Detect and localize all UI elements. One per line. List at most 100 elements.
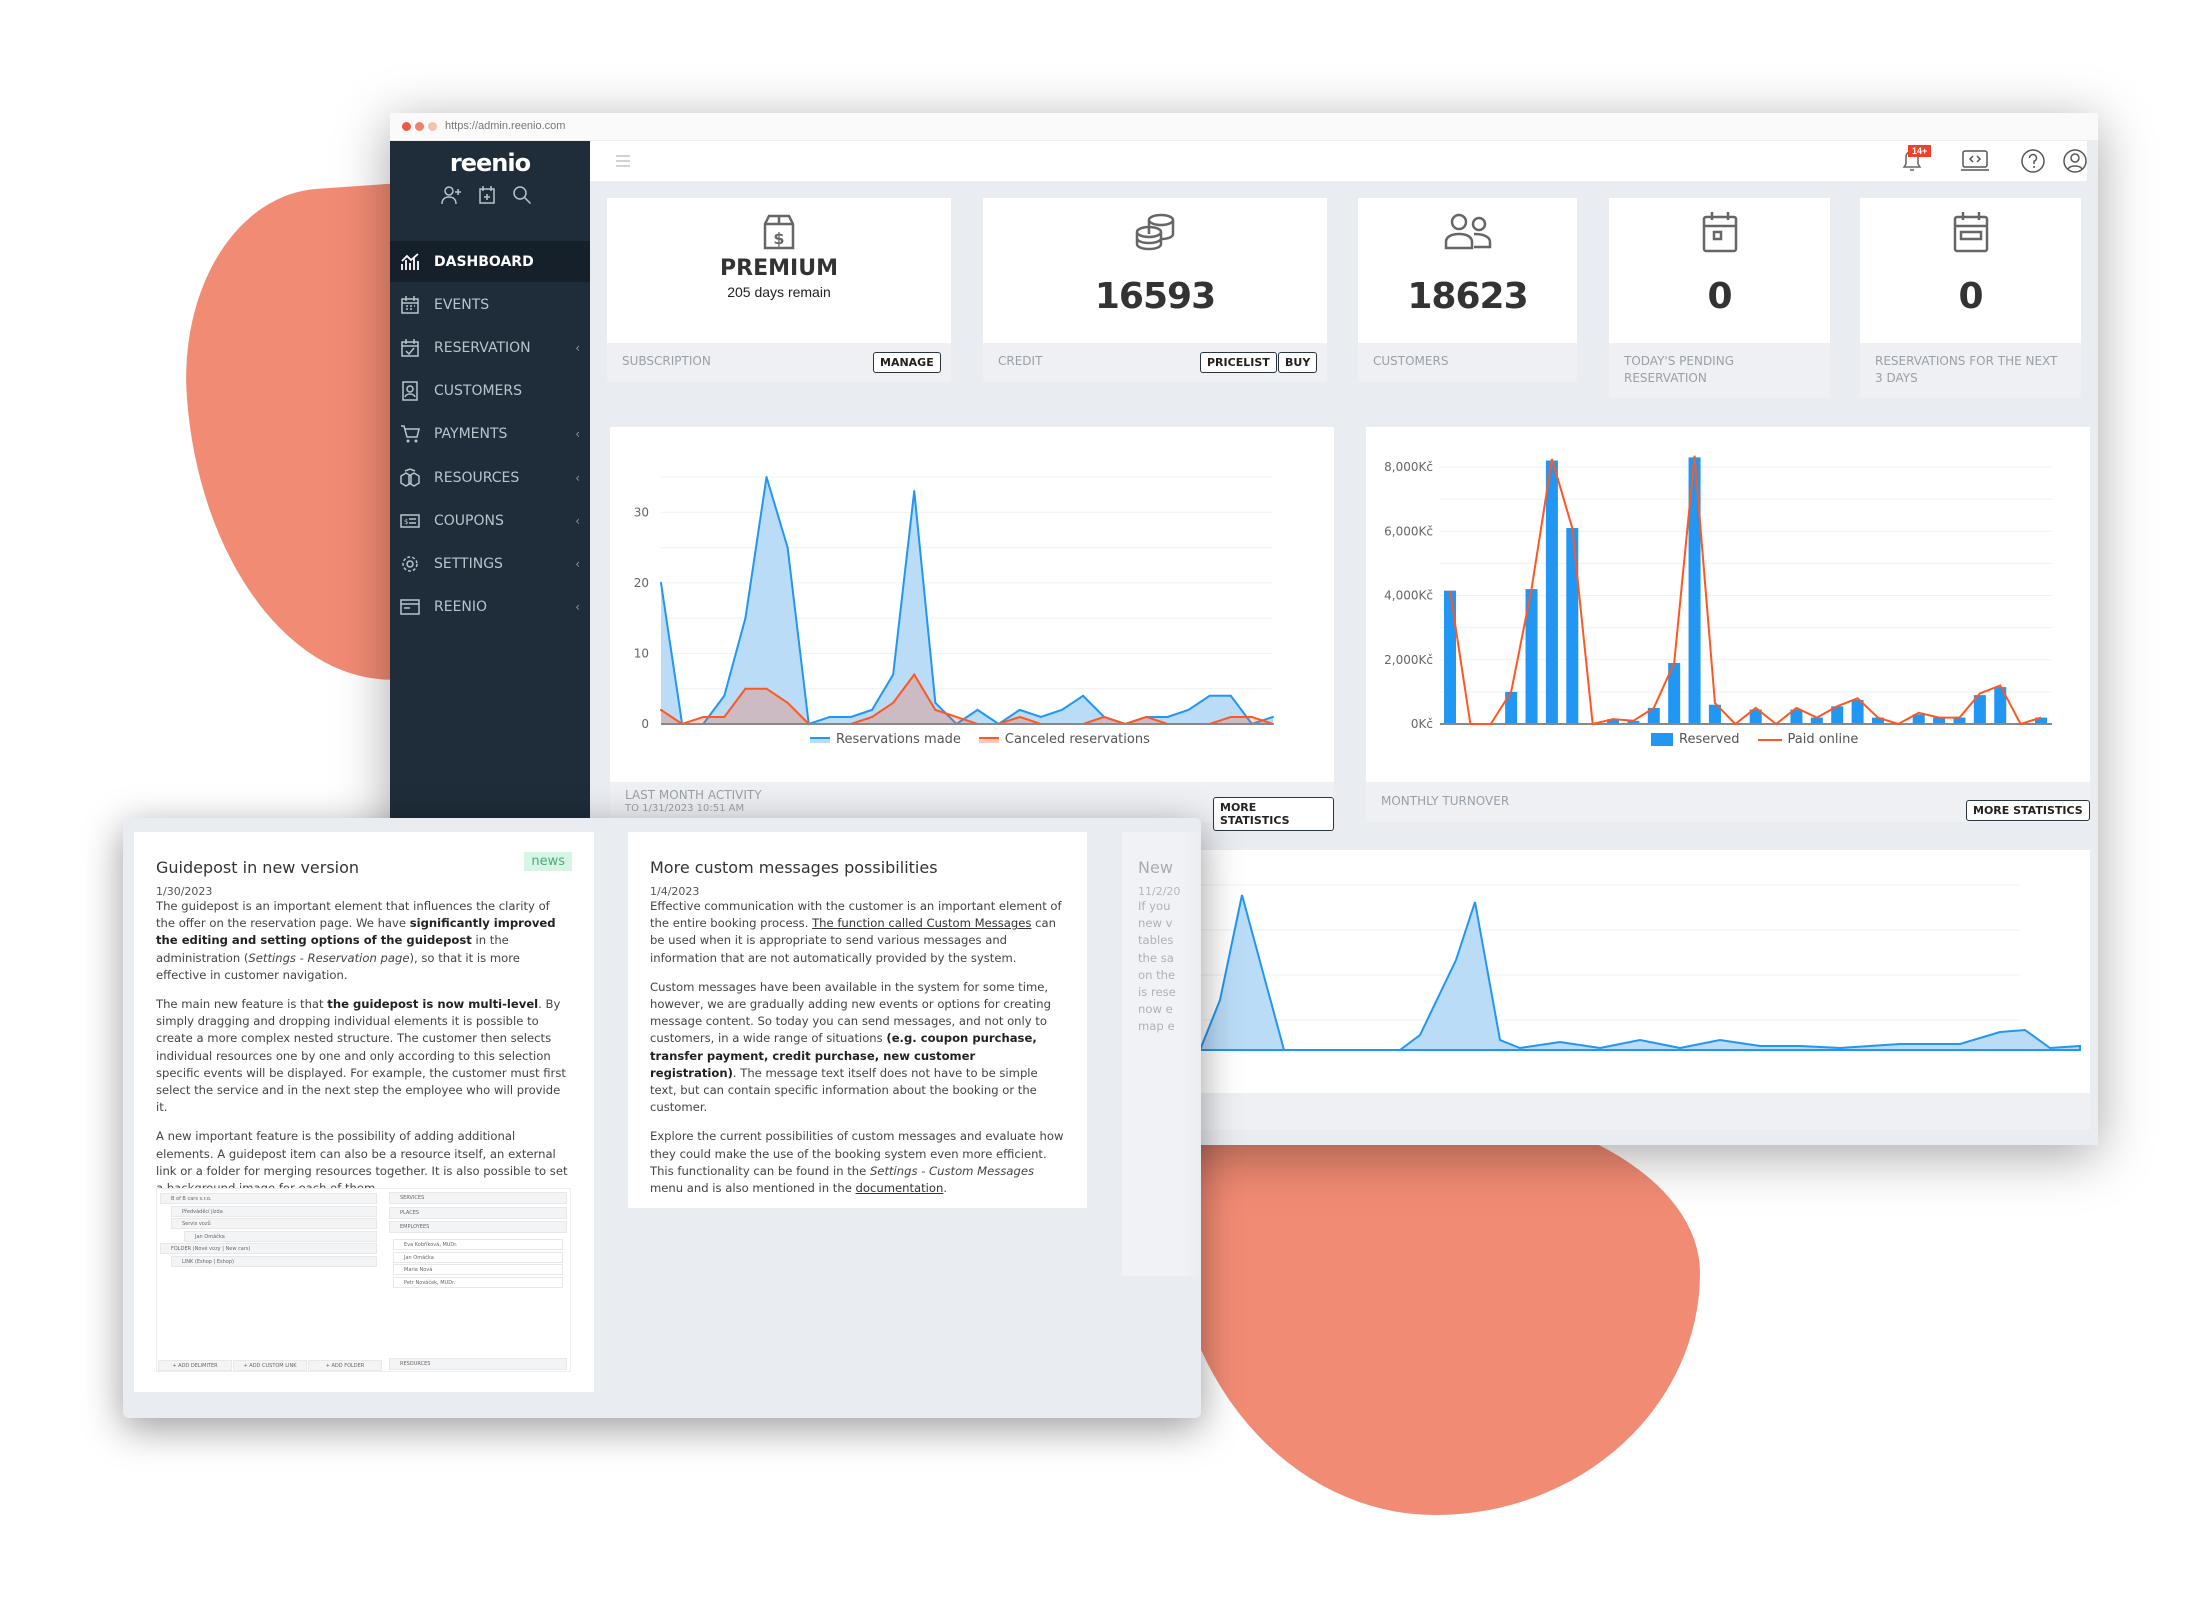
- bar[interactable]: [1647, 707, 1660, 724]
- minimize-dot[interactable]: [415, 122, 424, 131]
- legend-item[interactable]: Canceled reservations: [978, 732, 1150, 747]
- data-point[interactable]: [702, 715, 705, 718]
- data-point[interactable]: [1229, 715, 1232, 718]
- legend-item[interactable]: Reservations made: [810, 732, 961, 747]
- bar[interactable]: [1668, 662, 1681, 724]
- sidebar-item-settings[interactable]: SETTINGS ‹: [390, 543, 590, 584]
- buy-button[interactable]: BUY: [1278, 352, 1318, 373]
- data-point[interactable]: [744, 617, 747, 620]
- news-title[interactable]: Guidepost in new version: [156, 858, 360, 877]
- bar[interactable]: [1444, 590, 1456, 724]
- data-point[interactable]: [1018, 708, 1021, 711]
- data-point[interactable]: [1018, 715, 1021, 718]
- data-point[interactable]: [849, 715, 852, 718]
- manage-button[interactable]: MANAGE: [873, 352, 941, 373]
- data-point[interactable]: [892, 701, 895, 704]
- data-point[interactable]: [976, 708, 979, 711]
- calendar-add-icon[interactable]: [478, 185, 496, 205]
- legend-item[interactable]: Reserved: [1651, 732, 1740, 747]
- bar[interactable]: [1566, 528, 1579, 724]
- news-title[interactable]: New: [1138, 858, 1173, 877]
- data-point[interactable]: [1103, 715, 1106, 718]
- remote-screen-icon[interactable]: [1960, 149, 1990, 173]
- bar[interactable]: [1912, 714, 1925, 724]
- data-point[interactable]: [913, 490, 916, 493]
- data-point[interactable]: [955, 715, 958, 718]
- news-card[interactable]: news Guidepost in new version 1/30/2023 …: [134, 832, 594, 1392]
- bar[interactable]: [1994, 687, 2007, 724]
- data-point[interactable]: [934, 708, 937, 711]
- data-point[interactable]: [892, 673, 895, 676]
- data-point[interactable]: [723, 715, 726, 718]
- data-point[interactable]: [934, 701, 937, 704]
- data-point[interactable]: [1166, 715, 1169, 718]
- maximize-dot[interactable]: [428, 122, 437, 131]
- bar[interactable]: [1933, 717, 1946, 724]
- bar[interactable]: [1525, 589, 1538, 724]
- news-card[interactable]: More custom messages possibilities 1/4/2…: [628, 832, 1087, 1208]
- bar[interactable]: [1810, 717, 1823, 724]
- search-icon[interactable]: [512, 185, 532, 205]
- news-link[interactable]: The function called Custom Messages: [812, 916, 1032, 931]
- sidebar-item-resources[interactable]: RESOURCES ‹: [390, 457, 590, 498]
- paid-online-line[interactable]: [1449, 455, 2042, 726]
- sidebar-item-customers[interactable]: CUSTOMERS: [390, 371, 590, 412]
- data-point[interactable]: [1060, 708, 1063, 711]
- data-point[interactable]: [786, 546, 789, 549]
- data-point[interactable]: [723, 694, 726, 697]
- data-point[interactable]: [1272, 715, 1274, 718]
- sidebar-item-coupons[interactable]: $ COUPONS ‹: [390, 500, 590, 541]
- bar[interactable]: [1749, 709, 1762, 724]
- sidebar-item-reservation[interactable]: RESERVATION ‹: [390, 327, 590, 368]
- bar[interactable]: [1545, 460, 1558, 724]
- data-point[interactable]: [913, 673, 916, 676]
- close-dot[interactable]: [402, 122, 411, 131]
- data-point[interactable]: [871, 708, 874, 711]
- data-point[interactable]: [660, 581, 662, 584]
- data-point[interactable]: [765, 476, 768, 478]
- notifications-button[interactable]: 14+: [1900, 145, 1932, 180]
- sidebar-item-reenio[interactable]: REENIO ‹: [390, 587, 590, 628]
- pricelist-button[interactable]: PRICELIST: [1200, 352, 1277, 373]
- legend-item[interactable]: Paid online: [1757, 732, 1858, 747]
- bar[interactable]: [1831, 706, 1844, 724]
- address-bar[interactable]: https://admin.reenio.com: [445, 120, 566, 132]
- more-statistics-button[interactable]: MORE STATISTICS: [1213, 797, 1334, 831]
- more-statistics-button[interactable]: MORE STATISTICS: [1966, 800, 2090, 821]
- user-profile-icon[interactable]: [2062, 148, 2088, 174]
- sidebar-item-dashboard[interactable]: DASHBOARD: [390, 241, 590, 282]
- bar[interactable]: [1688, 457, 1701, 724]
- data-point[interactable]: [1082, 694, 1085, 697]
- hamburger-menu-icon[interactable]: [616, 155, 630, 167]
- data-point[interactable]: [660, 708, 662, 711]
- bar[interactable]: [1607, 719, 1620, 724]
- data-point[interactable]: [1039, 715, 1042, 718]
- bar[interactable]: [1505, 691, 1518, 724]
- sidebar-item-payments[interactable]: PAYMENTS ‹: [390, 414, 590, 455]
- help-icon[interactable]: [2020, 148, 2046, 174]
- news-title[interactable]: More custom messages possibilities: [650, 858, 938, 877]
- bar[interactable]: [2035, 717, 2047, 724]
- data-point[interactable]: [786, 701, 789, 704]
- data-point[interactable]: [765, 687, 768, 690]
- logo[interactable]: reenio: [449, 149, 531, 177]
- data-point[interactable]: [744, 687, 747, 690]
- data-point[interactable]: [1145, 715, 1148, 718]
- bar[interactable]: [1973, 695, 1986, 724]
- sidebar-item-events[interactable]: EVENTS: [390, 284, 590, 325]
- bar[interactable]: [1871, 717, 1884, 724]
- bar[interactable]: [1953, 717, 1966, 724]
- data-point[interactable]: [871, 715, 874, 718]
- data-point[interactable]: [1187, 708, 1190, 711]
- data-point[interactable]: [1229, 694, 1232, 697]
- news-link[interactable]: documentation: [855, 1181, 944, 1196]
- data-point[interactable]: [1208, 694, 1211, 697]
- data-point[interactable]: [828, 715, 831, 718]
- add-user-icon[interactable]: [440, 185, 462, 205]
- bar[interactable]: [1790, 709, 1803, 724]
- series-line-0[interactable]: [660, 476, 1274, 726]
- data-point[interactable]: [1250, 715, 1253, 718]
- bar[interactable]: [1851, 699, 1864, 724]
- bar[interactable]: [1627, 720, 1640, 724]
- bar[interactable]: [1708, 704, 1721, 724]
